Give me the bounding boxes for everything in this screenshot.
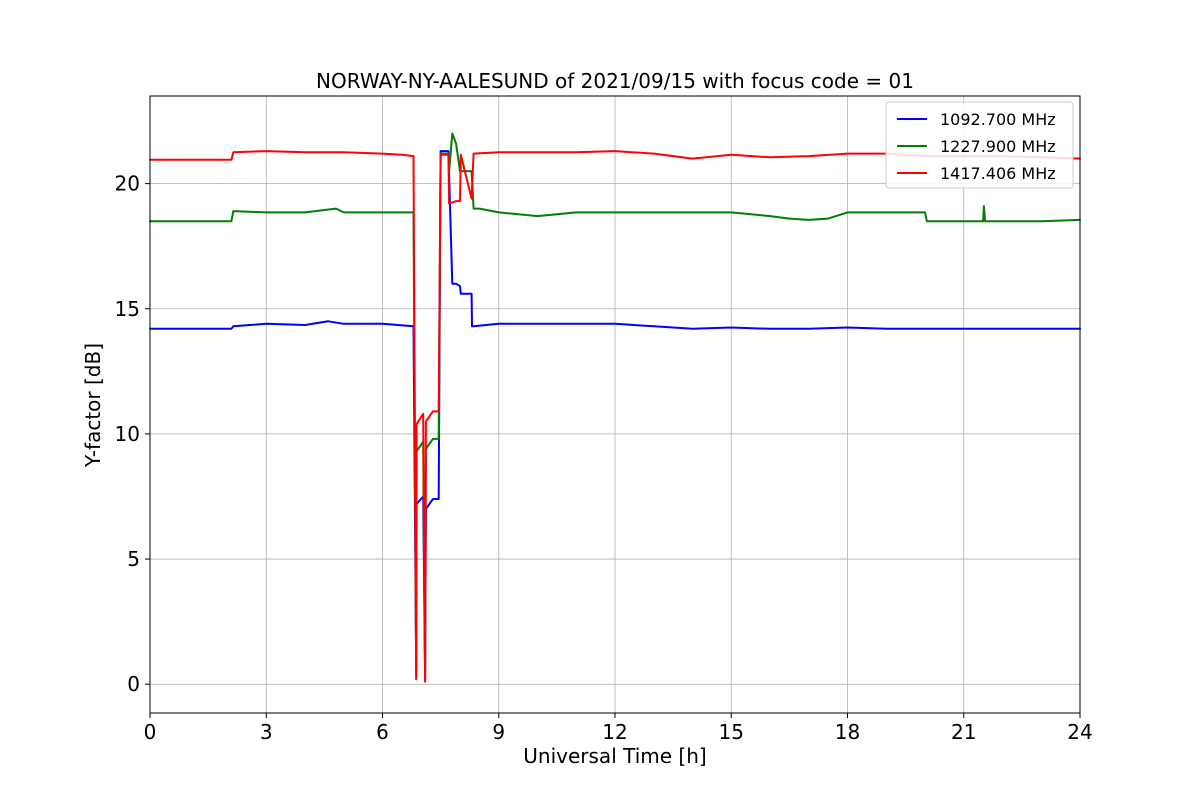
x-tick-label: 12 <box>602 720 627 744</box>
y-tick-label: 10 <box>115 422 140 446</box>
y-tick-label: 5 <box>127 547 140 571</box>
x-tick-label: 0 <box>144 720 157 744</box>
legend-label-1: 1092.700 MHz <box>940 110 1056 129</box>
x-tick-label: 24 <box>1067 720 1092 744</box>
x-tick-label: 6 <box>376 720 389 744</box>
chart-title: NORWAY-NY-AALESUND of 2021/09/15 with fo… <box>316 69 914 93</box>
legend-label-2: 1227.900 MHz <box>940 137 1056 156</box>
x-axis-ticks: 0 3 6 9 12 15 18 21 24 <box>144 713 1093 744</box>
legend-box <box>885 101 1074 189</box>
x-tick-label: 3 <box>260 720 273 744</box>
legend-label-3: 1417.406 MHz <box>940 164 1056 183</box>
x-tick-label: 15 <box>719 720 744 744</box>
y-axis-label: Y-factor [dB] <box>81 343 105 468</box>
x-axis-label: Universal Time [h] <box>523 744 706 768</box>
y-tick-label: 20 <box>115 172 140 196</box>
series-line-1 <box>149 150 1081 681</box>
x-tick-label: 9 <box>492 720 505 744</box>
y-tick-label: 15 <box>115 297 140 321</box>
x-tick-label: 18 <box>835 720 860 744</box>
series-lines <box>149 132 1081 683</box>
x-tick-label: 21 <box>951 720 976 744</box>
series-line-2 <box>149 132 1081 682</box>
y-tick-label: 0 <box>127 672 140 696</box>
series-line-3 <box>149 150 1081 683</box>
y-axis-ticks: 0 5 10 15 20 <box>115 172 150 696</box>
legend: 1092.700 MHz 1227.900 MHz 1417.406 MHz <box>885 101 1074 189</box>
